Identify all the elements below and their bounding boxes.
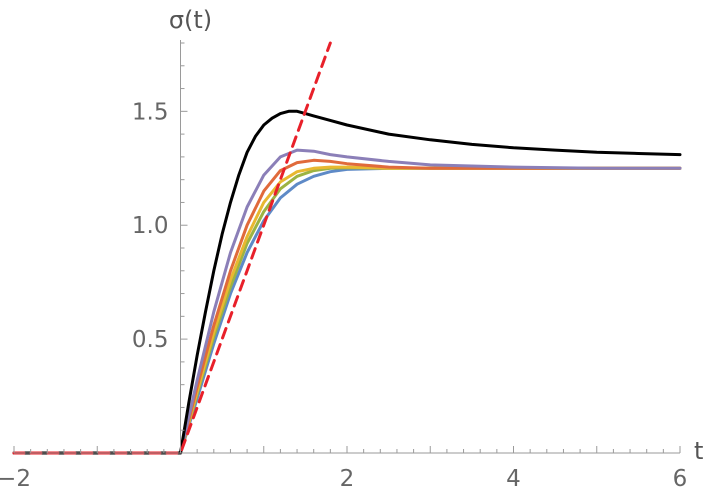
- series-line-6: [12, 41, 332, 455]
- series-line-1: [12, 148, 682, 455]
- series-line-4: [12, 166, 682, 455]
- x-tick-label: 2: [340, 466, 355, 492]
- y-tick-label: 1.0: [132, 213, 169, 239]
- series-line-2: [12, 158, 682, 455]
- y-axis-label: σ(t): [169, 6, 212, 34]
- series-line-0: [12, 109, 682, 455]
- x-axis-label: t: [694, 437, 703, 465]
- series-layer: [12, 41, 682, 455]
- ticks-layer: [13, 42, 681, 453]
- x-tick-label: 4: [506, 466, 521, 492]
- y-tick-label: 1.5: [132, 99, 169, 125]
- series-line-5: [12, 166, 682, 455]
- x-tick-label: −2: [0, 466, 31, 492]
- axes-layer: −2 2 4 6 0.5 1.0 1.5 t σ(t): [0, 6, 703, 492]
- y-tick-label: 0.5: [132, 327, 169, 353]
- x-tick-label: 6: [673, 466, 688, 492]
- series-line-3: [12, 165, 682, 455]
- tick-labels: −2 2 4 6 0.5 1.0 1.5: [0, 99, 687, 492]
